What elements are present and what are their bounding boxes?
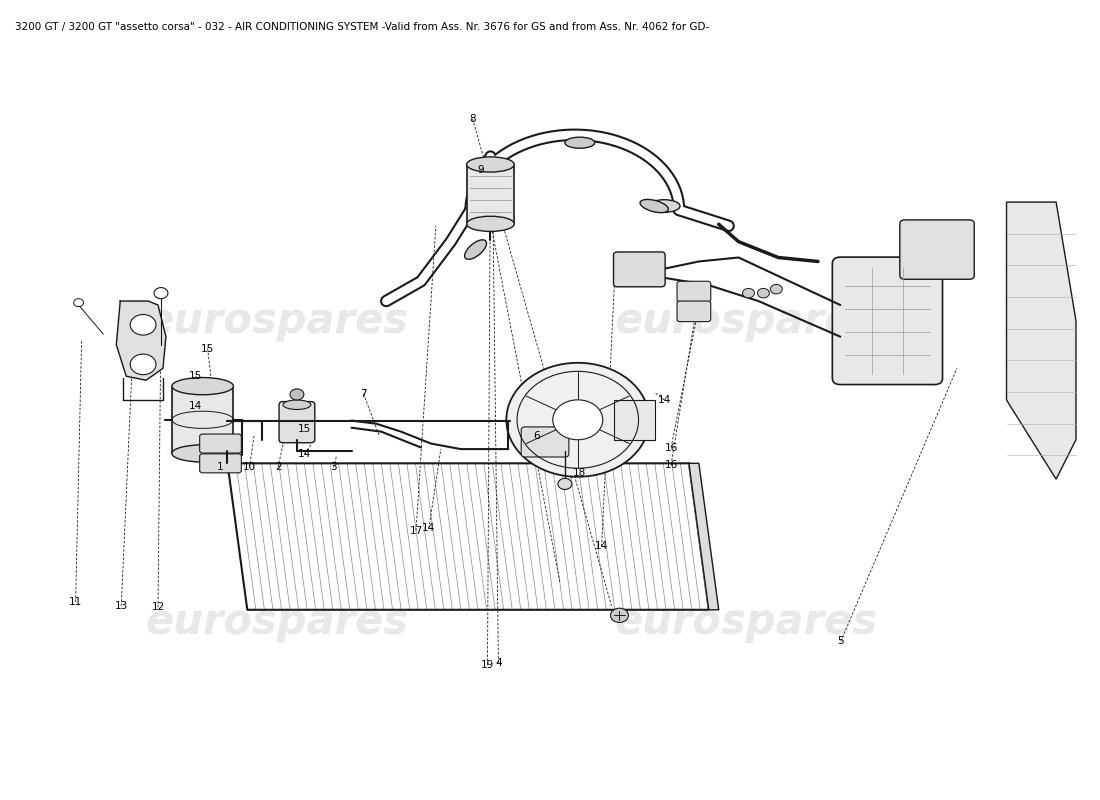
Text: 8: 8 [470,114,476,124]
Circle shape [74,298,84,306]
Text: 15: 15 [298,424,311,434]
Text: eurospares: eurospares [145,601,408,642]
Circle shape [758,288,769,298]
Text: 5: 5 [837,637,844,646]
FancyBboxPatch shape [521,427,569,457]
Text: 16: 16 [664,442,678,453]
Circle shape [290,389,304,400]
Ellipse shape [172,445,233,462]
FancyBboxPatch shape [833,257,943,385]
Ellipse shape [478,199,513,213]
Circle shape [130,354,156,374]
Text: 15: 15 [201,343,214,354]
Ellipse shape [283,400,311,410]
Polygon shape [689,463,718,610]
Polygon shape [228,463,708,610]
Text: 1: 1 [217,462,223,472]
Circle shape [610,608,628,622]
Text: eurospares: eurospares [615,300,878,342]
FancyBboxPatch shape [614,400,656,439]
Text: 2: 2 [275,462,282,472]
Ellipse shape [172,378,233,394]
Polygon shape [117,301,166,380]
Text: 6: 6 [532,430,539,441]
Ellipse shape [648,200,680,212]
Text: 7: 7 [360,389,366,398]
Bar [172,386,233,454]
Text: 16: 16 [664,460,678,470]
Text: 9: 9 [477,166,484,175]
FancyBboxPatch shape [676,301,711,322]
Ellipse shape [466,216,515,231]
Text: 14: 14 [595,542,608,551]
Text: 3: 3 [330,462,337,472]
Text: 14: 14 [189,402,202,411]
FancyBboxPatch shape [279,402,315,442]
Text: 19: 19 [481,660,494,670]
FancyBboxPatch shape [200,434,241,453]
Text: eurospares: eurospares [145,300,408,342]
Text: 17: 17 [409,526,422,536]
Circle shape [506,362,649,477]
Circle shape [742,288,755,298]
Polygon shape [1006,202,1076,479]
Text: eurospares: eurospares [615,601,878,642]
FancyBboxPatch shape [676,282,711,302]
Circle shape [130,314,156,335]
FancyBboxPatch shape [200,454,241,473]
Text: 14: 14 [422,523,436,534]
Text: 13: 13 [114,601,128,611]
Text: 12: 12 [152,602,165,613]
Bar [466,165,515,224]
Text: 11: 11 [69,597,82,607]
Text: 15: 15 [189,371,202,382]
FancyBboxPatch shape [614,252,666,286]
Circle shape [770,285,782,294]
Text: 10: 10 [243,462,256,472]
Text: 14: 14 [298,449,311,459]
Ellipse shape [464,240,486,259]
Ellipse shape [477,199,504,216]
Ellipse shape [565,137,595,148]
Text: 18: 18 [573,468,586,478]
Circle shape [553,400,603,440]
Text: 4: 4 [495,658,502,668]
FancyBboxPatch shape [900,220,975,279]
Circle shape [558,478,572,490]
Ellipse shape [466,157,515,172]
Text: 3200 GT / 3200 GT "assetto corsa" - 032 - AIR CONDITIONING SYSTEM -Valid from As: 3200 GT / 3200 GT "assetto corsa" - 032 … [15,22,710,31]
Circle shape [154,287,168,298]
Text: 14: 14 [658,395,671,405]
Ellipse shape [640,199,669,213]
